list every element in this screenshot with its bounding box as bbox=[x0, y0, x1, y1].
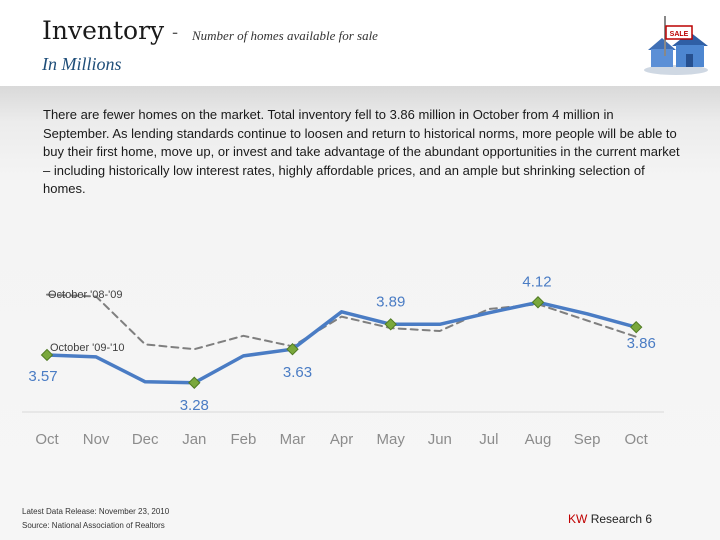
data-point-marker bbox=[629, 320, 643, 334]
content-panel bbox=[0, 86, 720, 540]
data-point-marker bbox=[286, 343, 299, 356]
data-label: 3.28 bbox=[180, 397, 209, 414]
title-separator: - bbox=[172, 22, 179, 43]
data-point-marker bbox=[531, 296, 545, 309]
data-label: 3.86 bbox=[627, 335, 656, 352]
x-tick-labels: Oct Nov Dec Jan Feb Mar Apr May Jun Jul Aug Sep Oct bbox=[35, 431, 648, 448]
data-point-marker bbox=[188, 376, 201, 389]
x-tick-label: Jan bbox=[182, 431, 206, 448]
description-text: There are fewer homes on the market. Tot… bbox=[43, 107, 680, 196]
data-labels: 3.57 3.28 3.63 3.89 4.12 3.86 bbox=[28, 273, 655, 414]
page-title: Inventory bbox=[42, 16, 165, 45]
x-tick-label: Apr bbox=[330, 431, 353, 448]
data-label: 3.63 bbox=[283, 364, 312, 381]
data-label: 3.57 bbox=[28, 368, 57, 385]
brand-kw: KW bbox=[568, 512, 588, 526]
source-note: Source: National Association of Realtors bbox=[22, 521, 165, 530]
brand-research-page: Research 6 bbox=[590, 512, 653, 526]
data-label: 3.89 bbox=[376, 293, 405, 310]
x-tick-label: Jun bbox=[428, 431, 452, 448]
data-label: 4.12 bbox=[522, 273, 551, 290]
x-tick-label: Mar bbox=[280, 431, 306, 448]
x-tick-label: Dec bbox=[132, 431, 159, 448]
house-for-sale-icon: SALE bbox=[644, 16, 708, 75]
series-line-current-year bbox=[45, 300, 638, 385]
data-point-marker bbox=[40, 348, 54, 362]
x-tick-label: Oct bbox=[35, 431, 59, 448]
x-tick-label: May bbox=[377, 431, 406, 448]
series-layer bbox=[40, 293, 643, 389]
legend-label-current: October '09-'10 bbox=[50, 342, 125, 354]
data-point-marker bbox=[384, 318, 397, 331]
footer-brand: KW Research 6 bbox=[568, 512, 652, 526]
data-release-note: Latest Data Release: November 23, 2010 bbox=[22, 507, 170, 516]
series-line-prior-year bbox=[46, 293, 638, 351]
x-tick-label: Aug bbox=[525, 431, 552, 448]
x-tick-label: Oct bbox=[625, 431, 649, 448]
x-tick-label: Jul bbox=[479, 431, 498, 448]
sale-sign-text: SALE bbox=[670, 31, 689, 38]
legend-label-prior: October '08-'09 bbox=[48, 289, 123, 301]
page-subtitle: Number of homes available for sale bbox=[192, 28, 378, 43]
x-tick-label: Nov bbox=[83, 431, 110, 448]
units-label: In Millions bbox=[42, 54, 122, 74]
x-tick-label: Feb bbox=[230, 431, 256, 448]
x-tick-label: Sep bbox=[574, 431, 601, 448]
